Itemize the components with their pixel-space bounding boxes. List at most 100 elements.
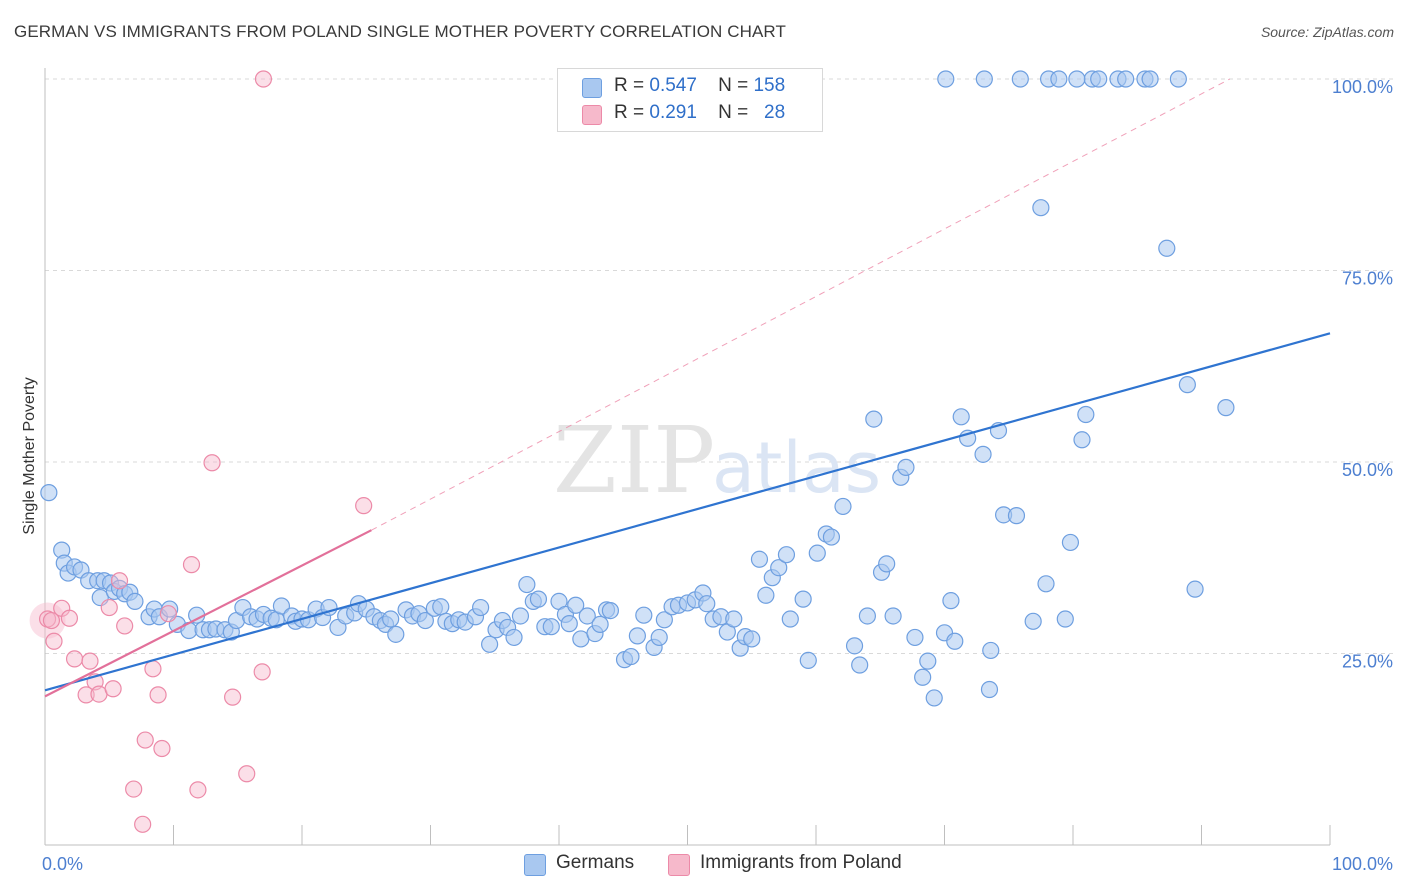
x-tick-labels: 0.0% 100.0%: [42, 854, 1393, 874]
germans-points: [40, 70, 1235, 707]
gridlines: [45, 78, 1395, 654]
poland-points: [29, 70, 373, 833]
y-tick-label: 100.0%: [1332, 77, 1393, 97]
germans-point: [1037, 575, 1055, 593]
germans-point: [1090, 70, 1108, 88]
series-legend: Germans Immigrants from Poland: [0, 852, 1406, 878]
germans-point: [655, 611, 673, 629]
poland-point: [182, 556, 201, 574]
germans-point: [529, 590, 548, 608]
germans-legend-label: Germans: [556, 852, 635, 873]
germans-point: [601, 602, 620, 620]
germans-point: [1061, 533, 1080, 552]
poland-point: [136, 731, 154, 749]
watermark: ZIP atlas: [553, 407, 881, 514]
germans-point: [1158, 239, 1176, 257]
germans-point: [560, 615, 578, 633]
germans-point: [1141, 70, 1159, 88]
poland-point: [355, 497, 373, 515]
germans-point: [794, 590, 812, 608]
germans-point: [914, 668, 932, 686]
watermark-atlas: atlas: [712, 427, 881, 509]
germans-point: [884, 607, 902, 625]
poland-point: [159, 605, 177, 623]
germans-point: [851, 656, 869, 674]
germans-point: [1068, 70, 1086, 88]
correlation-legend: R = 0.547 N = 158 R = 0.291 N = 28: [557, 68, 823, 132]
poland-point: [254, 70, 273, 88]
germans-point: [387, 625, 405, 643]
poland-point: [149, 686, 167, 704]
germans-point: [481, 635, 499, 653]
germans-point: [781, 610, 799, 628]
germans-point: [272, 597, 291, 615]
poland-point: [238, 765, 256, 783]
poland-point: [134, 815, 152, 833]
germans-point: [628, 627, 646, 645]
germans-point: [878, 555, 896, 573]
axes: [44, 68, 1331, 846]
germans-point: [777, 546, 796, 564]
germans-point: [1011, 70, 1029, 88]
poland-swatch: [582, 105, 602, 125]
germans-r-value: 0.547: [649, 75, 697, 96]
germans-point: [1217, 399, 1235, 417]
germans-point: [897, 458, 915, 476]
germans-point: [952, 408, 970, 426]
poland-n-value: 28: [764, 102, 786, 123]
poland-point: [144, 660, 162, 678]
germans-point: [743, 630, 761, 648]
germans-point: [518, 575, 536, 594]
germans-point: [1050, 70, 1068, 88]
germans-trend-line: [44, 332, 1331, 692]
poland-point: [116, 617, 134, 635]
germans-point: [1073, 431, 1091, 449]
poland-trend-extension: [371, 78, 1231, 531]
germans-point: [591, 615, 609, 633]
germans-point: [1169, 70, 1187, 88]
y-tick-labels: 25.0% 50.0% 75.0% 100.0%: [1332, 77, 1393, 672]
germans-point: [635, 606, 653, 624]
germans-point: [650, 628, 668, 647]
germans-point: [1024, 612, 1042, 630]
germans-point: [40, 484, 58, 502]
poland-n-label: N =: [718, 102, 749, 123]
poland-point: [100, 598, 118, 617]
germans-point: [382, 610, 400, 628]
germans-point: [906, 628, 924, 647]
poland-point: [42, 611, 61, 630]
germans-point: [567, 596, 585, 614]
germans-point: [865, 410, 883, 428]
poland-r-value: 0.291: [649, 102, 697, 123]
poland-point: [110, 572, 129, 590]
germans-point: [822, 528, 841, 546]
germans-point: [834, 497, 852, 516]
germans-point: [1178, 376, 1196, 394]
germans-point: [919, 652, 937, 670]
poland-legend-swatch: [668, 854, 690, 876]
germans-point: [982, 641, 1000, 660]
germans-n-label: N =: [718, 75, 749, 96]
poland-point: [253, 663, 271, 681]
germans-point: [1077, 405, 1095, 424]
poland-r-label: R =: [614, 102, 645, 123]
germans-r-label: R =: [614, 75, 645, 96]
y-tick-label: 25.0%: [1342, 652, 1393, 672]
germans-point: [511, 607, 530, 625]
germans-point: [858, 607, 877, 625]
germans-point: [799, 651, 817, 669]
y-tick-label: 50.0%: [1342, 460, 1393, 480]
germans-point: [1056, 610, 1074, 628]
poland-point: [45, 632, 63, 650]
germans-point: [1117, 70, 1135, 88]
watermark-zip: ZIP: [553, 407, 715, 514]
germans-point: [808, 544, 826, 562]
germans-swatch: [582, 78, 602, 98]
poland-point: [153, 739, 171, 758]
poland-point: [60, 609, 79, 627]
source-label: Source: ZipAtlas.com: [1260, 24, 1394, 40]
germans-point: [980, 680, 999, 699]
germans-point: [416, 611, 434, 630]
y-tick-label: 75.0%: [1342, 269, 1393, 289]
germans-point: [622, 647, 640, 666]
